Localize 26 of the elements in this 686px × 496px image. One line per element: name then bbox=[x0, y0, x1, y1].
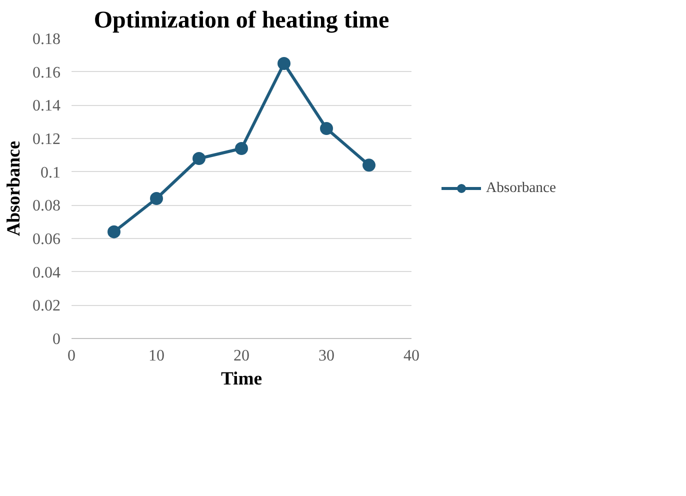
y-tick-label: 0.02 bbox=[32, 298, 60, 315]
point bbox=[150, 192, 163, 205]
y-tick-label: 0.18 bbox=[32, 31, 60, 48]
y-tick-label: 0.08 bbox=[32, 198, 60, 215]
y-tick-label: 0.06 bbox=[32, 231, 60, 248]
chart-title: Optimization of heating time bbox=[94, 8, 390, 34]
x-tick-label: 30 bbox=[318, 348, 334, 364]
x-tick-label: 10 bbox=[148, 348, 164, 364]
y-axis-title: Absorbance bbox=[4, 140, 24, 236]
y-tick-label: 0.12 bbox=[32, 131, 60, 148]
point bbox=[320, 122, 333, 135]
y-tick-label: 0.14 bbox=[32, 98, 60, 115]
y-tick-label: 0 bbox=[52, 331, 60, 348]
y-tick-label: 0.1 bbox=[40, 164, 60, 182]
legend-label: Absorbance bbox=[486, 180, 556, 196]
x-tick-label: 40 bbox=[404, 348, 420, 364]
y-tick-label: 0.04 bbox=[32, 264, 60, 282]
x-axis-title: Time bbox=[220, 368, 262, 390]
point bbox=[278, 57, 290, 70]
y-tick-label: 0.16 bbox=[32, 64, 60, 82]
point bbox=[235, 142, 248, 155]
point bbox=[362, 158, 376, 172]
point bbox=[108, 225, 120, 238]
x-tick-label: 0 bbox=[68, 348, 76, 364]
x-tick-label: 20 bbox=[234, 348, 250, 364]
point bbox=[192, 152, 206, 165]
